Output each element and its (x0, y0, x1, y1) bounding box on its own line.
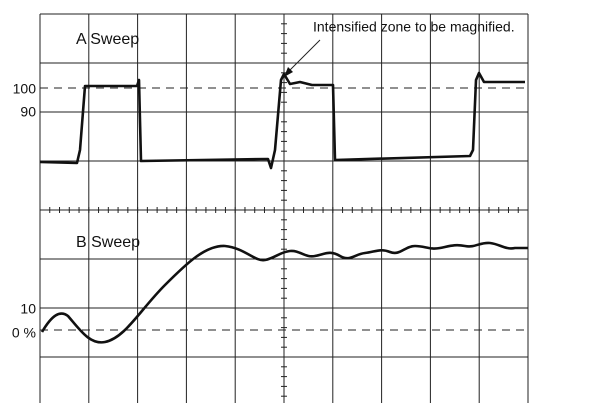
scale-label: 100 (13, 81, 37, 97)
arrow-head (284, 67, 293, 77)
annotation-arrow (285, 39, 321, 75)
graticule (39, 13, 529, 403)
annotation: Intensified zone to be magnified. (313, 19, 515, 35)
panel-label: B Sweep (76, 234, 140, 251)
panel-label: A Sweep (76, 31, 139, 48)
scale-label: 10 (20, 301, 36, 317)
scale-label: 90 (20, 104, 36, 120)
b-sweep-wave (40, 241, 528, 344)
a-sweep-wave (39, 71, 525, 170)
scale-label: 0 % (12, 325, 36, 341)
